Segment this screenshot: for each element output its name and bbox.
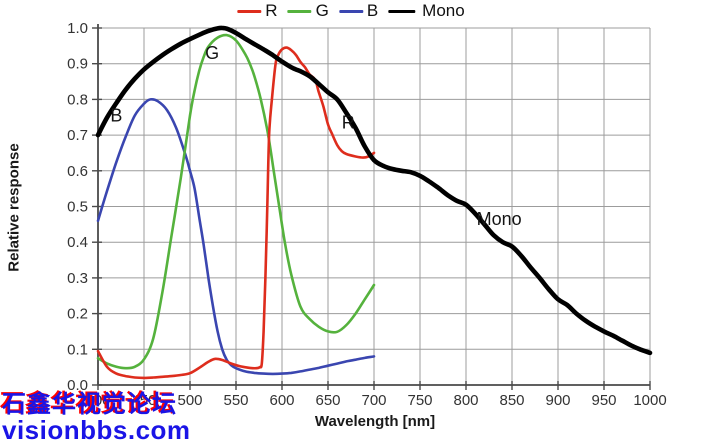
y-tick-label: 0.8 (67, 91, 88, 108)
y-tick-label: 0.7 (67, 127, 88, 144)
series-curve-g (96, 33, 376, 370)
x-tick-label: 550 (223, 392, 248, 409)
curve-annotation-g: G (205, 43, 219, 63)
y-tick-label: 0.3 (67, 270, 88, 287)
x-tick-label: 600 (269, 392, 294, 409)
x-axis-title: Wavelength [nm] (314, 413, 436, 430)
y-tick-label: 1.0 (67, 20, 88, 37)
x-tick-label: 650 (315, 392, 340, 409)
legend-label-r: R (265, 1, 278, 20)
legend-label-mono: Mono (422, 1, 465, 20)
y-tick-label: 0.0 (67, 377, 88, 394)
y-tick-label: 0.4 (67, 234, 88, 251)
legend-swatch-r-icon (237, 9, 262, 13)
curve-annotation-mono: Mono (477, 209, 522, 229)
watermark-chinese-text: 石鑫华视觉论坛 (2, 390, 177, 418)
x-tick-label: 850 (499, 392, 524, 409)
y-tick-label: 0.6 (67, 163, 88, 180)
curve-annotation-r: R (342, 113, 355, 133)
legend-swatch-b-icon (338, 9, 363, 13)
y-tick-label: 0.9 (67, 56, 88, 73)
y-tick-label: 0.1 (67, 341, 88, 358)
legend-swatch-mono-icon (388, 9, 416, 13)
series-curve-b (96, 97, 376, 376)
x-tick-label: 900 (545, 392, 570, 409)
series-curve-r (96, 46, 376, 380)
y-axis-title: Relative response (5, 143, 23, 272)
x-tick-label: 950 (591, 392, 616, 409)
y-tick-label: 0.2 (67, 306, 88, 323)
x-tick-label: 500 (177, 392, 202, 409)
legend-label-b: B (366, 1, 379, 20)
x-tick-label: 800 (453, 392, 478, 409)
legend-item-mono: Mono (388, 2, 465, 20)
chart-legend: R G B Mono (237, 1, 465, 20)
y-tick-label: 0.5 (67, 199, 88, 216)
x-tick-label: 450 (131, 392, 156, 409)
series-curve-mono (95, 25, 653, 356)
watermark: 石鑫华视觉论坛 visionbbs.com (2, 390, 191, 445)
legend-swatch-g-icon (287, 9, 312, 13)
legend-item-g: G (287, 1, 329, 20)
x-tick-label: 1000 (633, 392, 666, 409)
curve-annotation-b: B (110, 105, 122, 125)
x-tick-label: 400 (85, 392, 110, 409)
x-tick-label: 700 (361, 392, 386, 409)
x-tick-label: 750 (407, 392, 432, 409)
legend-item-r: R (237, 1, 278, 20)
legend-item-b: B (338, 1, 379, 20)
watermark-url-text: visionbbs.com (2, 414, 191, 445)
legend-label-g: G (315, 1, 329, 20)
